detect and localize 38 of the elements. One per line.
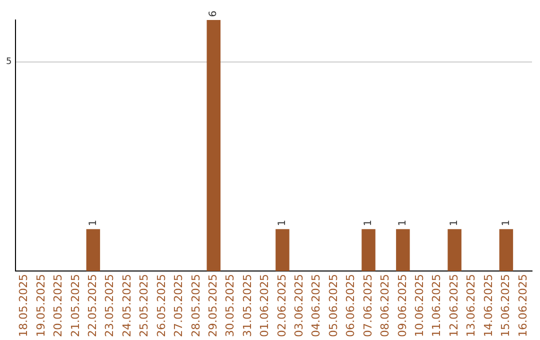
x-tick-label: 29.05.2025 (206, 274, 220, 338)
x-tick-label: 28.05.2025 (189, 274, 202, 338)
x-tick-label: 15.06.2025 (499, 274, 512, 338)
x-tick-label: 22.05.2025 (86, 274, 100, 338)
x-tick-label: 04.06.2025 (310, 274, 323, 338)
data-label: 1 (449, 220, 460, 226)
x-tick-label: 08.06.2025 (378, 274, 392, 338)
x-tick-label: 14.06.2025 (482, 274, 495, 338)
data-label: 1 (88, 220, 99, 226)
x-tick-label: 18.05.2025 (17, 274, 30, 338)
y-tick-label: 5 (6, 57, 12, 68)
x-tick-label: 12.06.2025 (447, 274, 460, 338)
data-label: 1 (398, 220, 409, 226)
x-tick-label: 20.05.2025 (52, 274, 65, 338)
x-tick-label: 26.05.2025 (154, 274, 168, 338)
data-label: 1 (277, 220, 288, 226)
data-label: 1 (500, 220, 512, 226)
x-tick-label: 24.05.2025 (120, 274, 134, 338)
x-tick-label: 13.06.2025 (464, 274, 478, 338)
x-tick-label: 03.06.2025 (292, 274, 306, 338)
x-tick-label: 27.05.2025 (172, 274, 186, 338)
x-tick-label: 11.06.2025 (430, 274, 444, 338)
x-tick-label: 19.05.2025 (34, 274, 48, 338)
data-label: 1 (363, 220, 374, 226)
x-tick-label: 23.05.2025 (103, 274, 116, 338)
x-tick-label: 30.05.2025 (224, 274, 237, 338)
x-tick-label: 16.06.2025 (516, 274, 530, 338)
x-tick-label: 21.05.2025 (68, 274, 82, 338)
x-tick-label: 06.06.2025 (344, 274, 358, 338)
x-tick-label: 10.06.2025 (413, 274, 426, 338)
x-tick-label: 09.06.2025 (396, 274, 409, 338)
x-tick-label: 05.06.2025 (326, 274, 340, 338)
data-label: 6 (208, 10, 220, 17)
x-tick-label: 02.06.2025 (275, 274, 288, 338)
x-tick-label: 07.06.2025 (361, 274, 374, 338)
x-tick-label: 31.05.2025 (240, 274, 254, 338)
x-tick-label: 25.05.2025 (138, 274, 151, 338)
x-tick-label: 01.06.2025 (258, 274, 272, 338)
